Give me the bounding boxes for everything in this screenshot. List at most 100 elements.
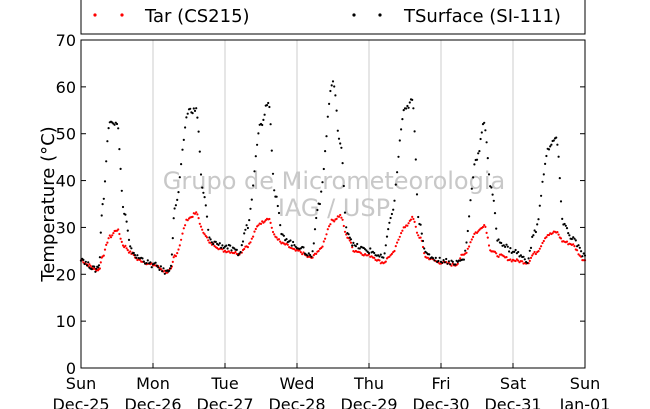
data-point xyxy=(521,260,524,263)
legend-marker-tar xyxy=(93,13,124,17)
data-point xyxy=(121,205,125,209)
data-point xyxy=(340,146,343,149)
data-point xyxy=(412,217,415,221)
data-point xyxy=(487,244,491,247)
data-point xyxy=(465,241,468,244)
data-point xyxy=(169,264,173,267)
data-point xyxy=(101,203,104,206)
data-point xyxy=(407,106,410,109)
data-point xyxy=(407,222,410,225)
data-point xyxy=(348,236,351,239)
data-point xyxy=(578,246,581,249)
data-point xyxy=(207,239,210,242)
data-point xyxy=(411,215,414,218)
data-point xyxy=(406,104,409,108)
data-point xyxy=(492,199,495,202)
data-point xyxy=(513,250,516,253)
data-point xyxy=(408,101,411,104)
data-point xyxy=(186,112,189,115)
data-point xyxy=(397,238,400,241)
data-point xyxy=(385,235,389,238)
data-point xyxy=(331,80,335,83)
data-point xyxy=(208,236,211,239)
data-point xyxy=(254,155,257,158)
data-point xyxy=(437,259,440,263)
data-point xyxy=(533,250,536,254)
data-point xyxy=(226,247,229,250)
data-point xyxy=(273,233,276,236)
data-point xyxy=(329,223,332,226)
data-point xyxy=(342,224,345,228)
data-point xyxy=(475,231,479,234)
data-point xyxy=(402,109,405,112)
data-point xyxy=(169,267,172,270)
data-point xyxy=(161,270,164,273)
data-point xyxy=(508,250,511,253)
data-point xyxy=(405,107,408,110)
data-point xyxy=(298,249,301,252)
data-point xyxy=(290,244,293,247)
data-point xyxy=(339,213,342,217)
data-point xyxy=(293,248,296,251)
data-point xyxy=(195,211,198,214)
x-tick-weekday: Sun xyxy=(570,374,600,393)
data-point xyxy=(517,259,520,262)
data-point xyxy=(337,215,341,218)
data-point xyxy=(136,254,139,257)
data-point xyxy=(415,231,419,234)
data-point xyxy=(469,199,472,202)
x-tick-weekday: Mon xyxy=(136,374,170,393)
data-point xyxy=(347,233,350,236)
data-point xyxy=(428,253,431,256)
data-point xyxy=(201,186,204,189)
data-point xyxy=(82,258,85,261)
data-point xyxy=(343,230,347,233)
data-point xyxy=(326,228,329,231)
y-tick-label: 30 xyxy=(56,218,76,237)
data-point xyxy=(514,248,517,252)
data-point xyxy=(173,207,176,210)
data-point xyxy=(572,236,575,239)
data-point xyxy=(564,224,567,227)
data-point xyxy=(495,252,498,255)
data-point xyxy=(197,130,200,133)
data-point xyxy=(325,233,328,236)
data-point xyxy=(434,256,437,259)
data-point xyxy=(445,257,448,261)
legend-marker-tsurface xyxy=(352,13,382,17)
data-point xyxy=(115,122,119,126)
data-point xyxy=(486,157,489,160)
data-point xyxy=(394,183,397,186)
data-point xyxy=(182,138,185,141)
data-point xyxy=(456,262,459,265)
data-point xyxy=(256,143,259,146)
data-point xyxy=(252,184,255,187)
data-point xyxy=(155,264,158,267)
data-point xyxy=(510,260,513,263)
data-point xyxy=(193,109,197,112)
data-point xyxy=(307,252,310,255)
data-point xyxy=(328,102,331,105)
data-point xyxy=(534,252,538,256)
data-point xyxy=(171,260,174,263)
data-point xyxy=(316,208,319,212)
data-point xyxy=(484,129,487,132)
data-point xyxy=(340,216,343,219)
data-point xyxy=(542,239,545,243)
data-point xyxy=(85,264,89,267)
data-point xyxy=(93,265,96,268)
data-point xyxy=(484,225,487,228)
data-point xyxy=(285,238,288,241)
data-point xyxy=(469,241,472,244)
data-point xyxy=(550,143,553,146)
data-point xyxy=(184,224,187,227)
data-point xyxy=(95,267,98,270)
data-point xyxy=(483,224,486,227)
data-point xyxy=(249,241,252,244)
data-point xyxy=(203,196,206,199)
data-point xyxy=(506,245,509,248)
data-point xyxy=(121,244,125,247)
data-point xyxy=(150,266,153,269)
data-point xyxy=(500,241,503,245)
data-point xyxy=(301,253,304,256)
